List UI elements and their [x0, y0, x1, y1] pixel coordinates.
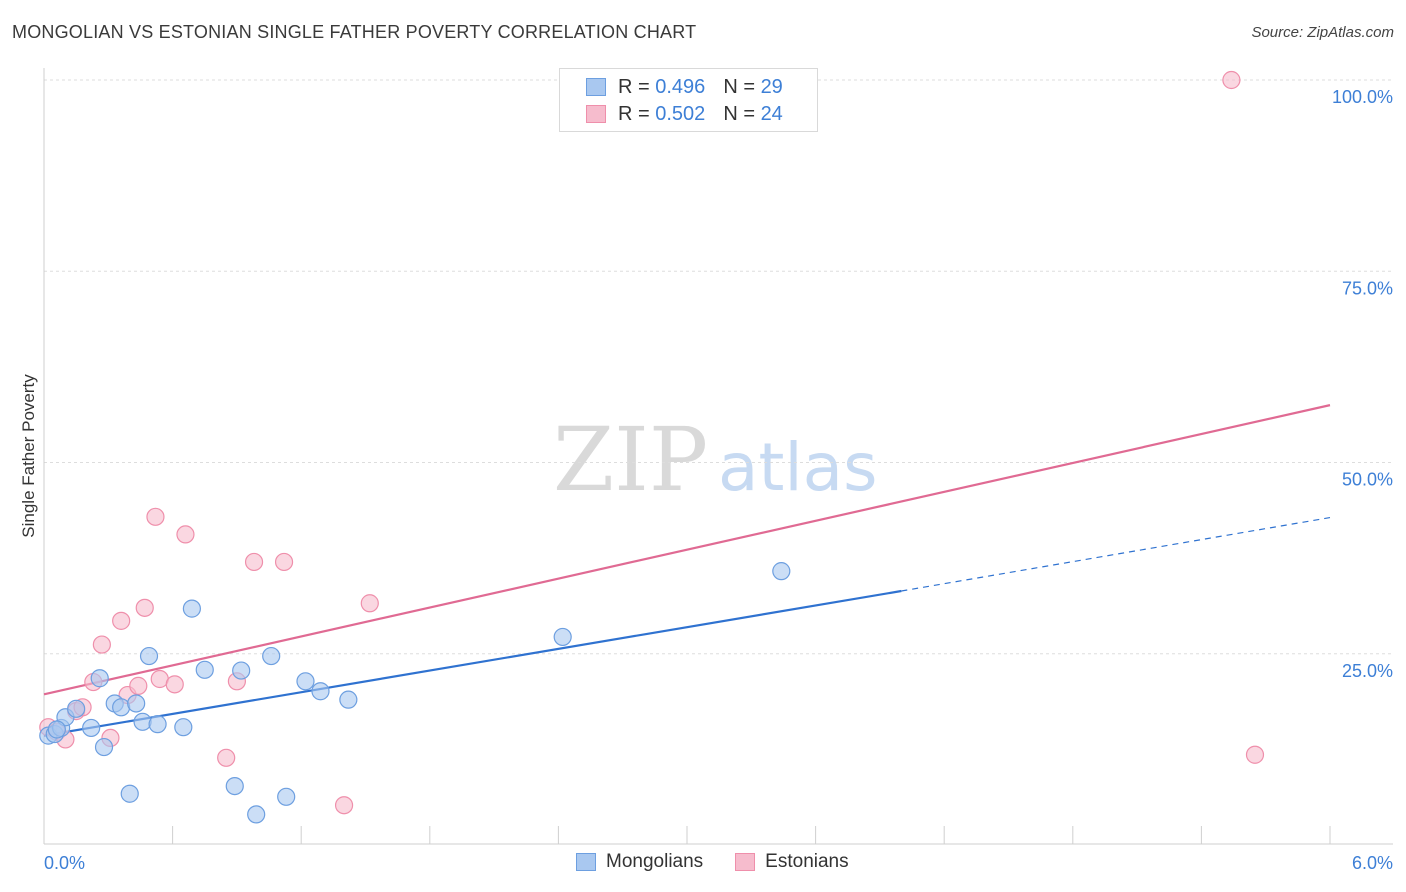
- point-estonian: [334, 796, 354, 815]
- point-estonian: [244, 552, 264, 572]
- legend-swatch-estonians: [586, 105, 606, 123]
- point-estonian: [129, 676, 148, 695]
- legend-row-estonians: R = 0.502 N = 24: [586, 102, 783, 126]
- point-mongolian: [139, 646, 159, 666]
- point-estonian: [112, 611, 131, 630]
- legend-n-label: N =: [723, 102, 755, 125]
- point-mongolian: [311, 682, 330, 701]
- legend-row-mongolians: R = 0.496 N = 29: [586, 75, 783, 99]
- y-tick-label: 25.0%: [1342, 661, 1393, 681]
- trendline-mongolians: [43, 589, 902, 737]
- source-label: Source: ZipAtlas.com: [1251, 24, 1394, 41]
- legend-box: R = 0.496 N = 29 R = 0.502 N = 24: [559, 68, 818, 132]
- point-mongolian: [127, 694, 146, 713]
- point-mongolian: [232, 661, 251, 680]
- y-tick-label: 100.0%: [1332, 87, 1393, 107]
- bottom-legend-swatch-estonians: [735, 853, 756, 871]
- point-mongolian: [120, 784, 139, 803]
- y-tick-label: 75.0%: [1342, 278, 1393, 298]
- point-estonian: [176, 525, 195, 544]
- point-mongolian: [195, 660, 214, 679]
- x-tick-label-max: 6.0%: [1352, 853, 1393, 873]
- point-mongolian: [94, 737, 114, 757]
- point-estonian: [274, 552, 294, 572]
- bottom-legend: Mongolians Estonians: [576, 851, 881, 873]
- point-mongolian: [182, 599, 201, 618]
- point-mongolian: [339, 690, 358, 709]
- bottom-legend-label-estonians: Estonians: [765, 851, 849, 872]
- point-mongolian: [47, 720, 66, 739]
- point-mongolian: [148, 715, 167, 734]
- legend-r-label: R =: [618, 75, 650, 98]
- point-estonian: [360, 594, 379, 613]
- chart-title: MONGOLIAN VS ESTONIAN SINGLE FATHER POVE…: [12, 22, 697, 42]
- watermark-atlas: atlas: [718, 429, 878, 506]
- trend-layer: [43, 404, 1331, 737]
- point-mongolian: [296, 672, 315, 691]
- trendline-estonians: [43, 404, 1331, 696]
- point-estonian: [217, 748, 236, 767]
- watermark-zip: ZIP: [553, 408, 708, 511]
- point-mongolian: [262, 646, 281, 666]
- bottom-legend-swatch-mongolians: [576, 853, 596, 871]
- legend-n-label: N =: [723, 75, 755, 98]
- legend-n-value: 24: [760, 102, 783, 125]
- x-tick-label-min: 0.0%: [44, 853, 85, 873]
- point-estonian: [165, 675, 184, 694]
- point-mongolian: [553, 627, 572, 647]
- point-mongolian: [247, 805, 266, 824]
- axes-layer: 25.0% 50.0% 75.0% 100.0%: [43, 68, 1393, 845]
- point-mongolian: [112, 698, 131, 717]
- point-estonian: [1245, 745, 1265, 764]
- y-axis-label: Single Father Poverty: [19, 374, 38, 538]
- point-mongolian: [133, 712, 152, 731]
- point-mongolian: [82, 718, 101, 738]
- point-estonian: [135, 598, 154, 617]
- point-estonian: [92, 635, 111, 654]
- legend-r-label: R =: [618, 102, 650, 125]
- point-mongolian: [67, 699, 86, 718]
- legend-r-value: 0.502: [655, 102, 706, 125]
- bottom-legend-mongolians[interactable]: Mongolians: [576, 851, 703, 873]
- legend-r-value: 0.496: [655, 75, 706, 98]
- point-mongolian: [90, 669, 109, 688]
- point-mongolian: [277, 787, 296, 806]
- point-mongolian: [225, 776, 244, 796]
- points-layer: [39, 70, 1265, 824]
- point-mongolian: [772, 562, 791, 581]
- bottom-legend-label-mongolians: Mongolians: [606, 851, 704, 872]
- point-estonian: [1222, 70, 1241, 90]
- grid-layer: [44, 79, 1393, 655]
- legend-n-value: 29: [760, 75, 783, 98]
- trendline-mongolians-projection: [901, 516, 1331, 592]
- point-estonian: [146, 507, 165, 526]
- legend-swatch-mongolians: [586, 78, 606, 96]
- bottom-legend-estonians[interactable]: Estonians: [735, 851, 849, 873]
- y-tick-label: 50.0%: [1342, 470, 1393, 490]
- point-mongolian: [174, 718, 193, 737]
